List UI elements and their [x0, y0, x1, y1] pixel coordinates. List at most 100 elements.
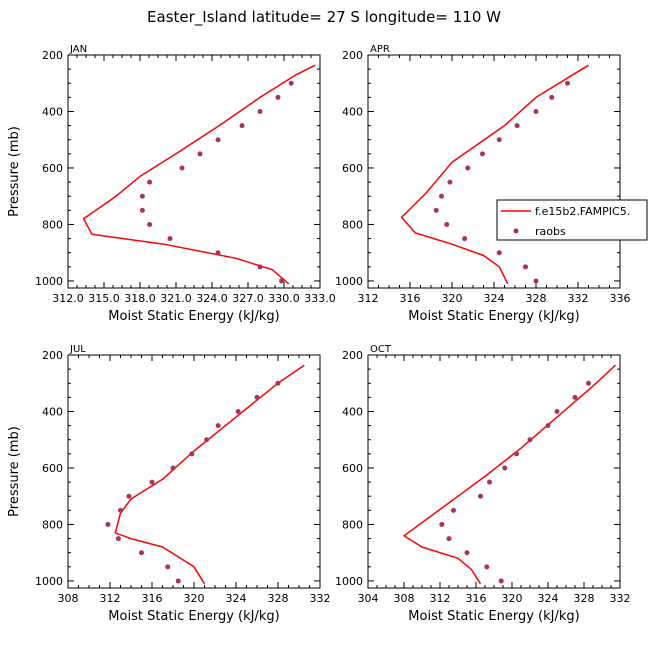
- x-axis-title: Moist Static Energy (kJ/kg): [108, 609, 279, 624]
- raob-point: [465, 165, 471, 171]
- legend-model-label: f.e15b2.FAMPIC5.: [535, 205, 630, 218]
- y-tick-label: 1000: [35, 275, 63, 288]
- x-tick-label: 324: [538, 592, 559, 605]
- y-tick-label: 1000: [335, 275, 363, 288]
- panel-jul: JUL 308 312 316 320 324 328 332 200 400 600 800 1000…: [7, 344, 331, 624]
- y-tick-label: 800: [342, 518, 363, 531]
- panel-label: OCT: [370, 344, 392, 355]
- raob-point: [197, 151, 203, 157]
- model-line: [82, 64, 316, 285]
- x-tick-label: 316: [400, 292, 421, 305]
- raob-point: [549, 94, 555, 100]
- raob-point: [464, 550, 470, 556]
- y-tick-label: 600: [42, 162, 63, 175]
- raob-point: [447, 179, 453, 185]
- raob-point: [139, 550, 144, 556]
- legend-obs-marker: [513, 228, 519, 234]
- x-tick-label: 332: [310, 592, 331, 605]
- raob-point: [215, 423, 221, 429]
- raob-point: [439, 193, 444, 199]
- x-tick-label: 318.0: [124, 292, 156, 305]
- y-tick-label: 600: [342, 462, 363, 475]
- model-line: [400, 64, 589, 285]
- raob-point: [533, 278, 539, 284]
- x-tick-label: 312: [358, 292, 379, 305]
- raob-point: [165, 564, 171, 570]
- raob-point: [484, 564, 490, 570]
- raob-point: [479, 151, 485, 157]
- x-axis-title: Moist Static Energy (kJ/kg): [408, 609, 579, 624]
- panel-apr: APR 312 316 320 324 328 332 336 200 400 600 800 1000…: [335, 44, 631, 324]
- x-tick-label: 321.0: [160, 292, 192, 305]
- y-tick-label: 200: [342, 349, 363, 362]
- raob-point: [451, 507, 456, 513]
- x-tick-label: 312: [430, 592, 451, 605]
- y-tick-label: 200: [342, 49, 363, 62]
- raob-point: [478, 493, 483, 499]
- y-tick-label: 1000: [35, 575, 63, 588]
- legend-obs-label: raobs: [535, 225, 566, 238]
- raob-point: [496, 137, 502, 143]
- raob-point: [167, 236, 173, 242]
- raob-point: [565, 80, 570, 86]
- x-tick-label: 333.0: [304, 292, 336, 305]
- y-tick-label: 400: [342, 405, 363, 418]
- raob-point: [514, 451, 519, 457]
- raob-point: [279, 278, 285, 284]
- x-tick-label: 308: [58, 592, 79, 605]
- raob-point: [586, 380, 591, 386]
- plot-frame: [367, 54, 621, 289]
- raob-point: [487, 479, 492, 485]
- figure-title: Easter_Island latitude= 27 S longitude= …: [147, 8, 501, 27]
- panel-label: JUL: [69, 344, 86, 355]
- raob-point: [462, 236, 468, 242]
- y-tick-label: 800: [342, 218, 363, 231]
- x-tick-label: 328: [574, 592, 595, 605]
- panel-oct: OCT 304 308 312 316 320 324 328 332 200 400 600 800 1…: [335, 344, 631, 624]
- x-tick-label: 312: [100, 592, 121, 605]
- x-tick-label: 308: [394, 592, 415, 605]
- raob-point: [498, 578, 504, 584]
- y-tick-label: 800: [42, 518, 63, 531]
- raob-point: [288, 80, 294, 86]
- raob-point: [545, 423, 551, 429]
- x-tick-label: 328: [526, 292, 547, 305]
- x-tick-label: 316: [466, 592, 487, 605]
- raob-point: [204, 437, 210, 443]
- raob-point: [523, 264, 528, 270]
- x-tick-label: 324: [484, 292, 505, 305]
- raob-point: [126, 493, 132, 499]
- x-tick-label: 336: [610, 292, 631, 305]
- raob-point: [433, 207, 439, 213]
- x-tick-label: 320: [502, 592, 523, 605]
- raob-point: [105, 521, 111, 527]
- raob-point: [147, 179, 153, 185]
- plot-frame: [367, 354, 621, 589]
- y-tick-label: 400: [342, 105, 363, 118]
- y-tick-label: 600: [42, 462, 63, 475]
- raob-point: [170, 465, 176, 471]
- raob-point: [215, 250, 221, 256]
- panels: JAN 312.0 315.0 318.0 321.0 324.0 327.0 330.0 33…: [7, 44, 631, 624]
- raob-point: [139, 207, 145, 213]
- y-tick-label: 600: [342, 162, 363, 175]
- raob-point: [502, 465, 508, 471]
- x-tick-label: 320: [442, 292, 463, 305]
- y-tick-label: 400: [42, 105, 63, 118]
- raob-point: [118, 507, 123, 513]
- x-axis-title: Moist Static Energy (kJ/kg): [108, 309, 279, 324]
- y-axis-title: Pressure (mb): [7, 126, 22, 217]
- raob-point: [239, 123, 245, 129]
- raob-point: [439, 521, 445, 527]
- raob-point: [189, 451, 195, 457]
- model-line: [114, 364, 305, 585]
- raob-point: [527, 437, 533, 443]
- x-tick-label: 330.0: [268, 292, 300, 305]
- model-line: [403, 364, 617, 585]
- raob-point: [554, 408, 560, 414]
- x-tick-label: 332: [568, 292, 589, 305]
- raob-point: [149, 479, 155, 485]
- plot-frame: [67, 54, 321, 289]
- x-tick-label: 324.0: [196, 292, 228, 305]
